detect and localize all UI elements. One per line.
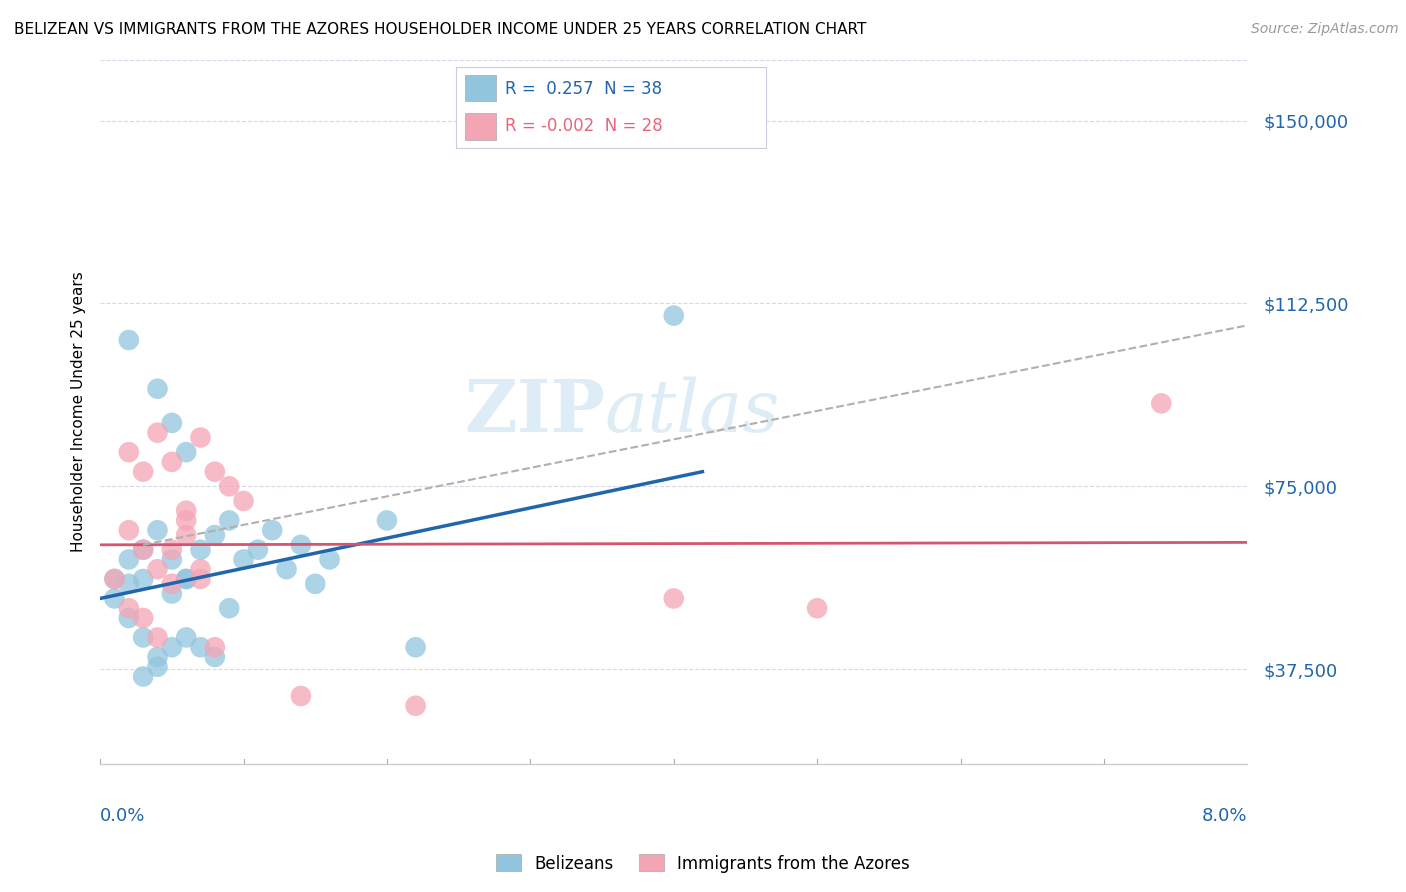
Point bbox=[160, 577, 183, 591]
Point bbox=[118, 601, 141, 615]
Point bbox=[132, 572, 155, 586]
Point bbox=[146, 523, 169, 537]
Point bbox=[204, 465, 226, 479]
Point bbox=[262, 523, 284, 537]
Point bbox=[204, 640, 226, 655]
Point bbox=[218, 601, 240, 615]
Point bbox=[146, 631, 169, 645]
Point bbox=[132, 465, 155, 479]
Legend: Belizeans, Immigrants from the Azores: Belizeans, Immigrants from the Azores bbox=[489, 847, 917, 880]
Point bbox=[118, 523, 141, 537]
Text: Source: ZipAtlas.com: Source: ZipAtlas.com bbox=[1251, 22, 1399, 37]
Point bbox=[174, 572, 197, 586]
Point bbox=[190, 431, 212, 445]
Point bbox=[132, 669, 155, 683]
Point bbox=[405, 698, 427, 713]
Point bbox=[160, 542, 183, 557]
Point bbox=[132, 542, 155, 557]
Y-axis label: Householder Income Under 25 years: Householder Income Under 25 years bbox=[72, 271, 86, 552]
Point bbox=[132, 631, 155, 645]
Point bbox=[405, 640, 427, 655]
Point bbox=[190, 640, 212, 655]
Point bbox=[160, 640, 183, 655]
Text: BELIZEAN VS IMMIGRANTS FROM THE AZORES HOUSEHOLDER INCOME UNDER 25 YEARS CORRELA: BELIZEAN VS IMMIGRANTS FROM THE AZORES H… bbox=[14, 22, 866, 37]
Point bbox=[118, 333, 141, 347]
Point bbox=[118, 577, 141, 591]
Point bbox=[174, 513, 197, 527]
Point bbox=[160, 586, 183, 600]
Point bbox=[375, 513, 398, 527]
Point bbox=[118, 445, 141, 459]
Point bbox=[103, 591, 125, 606]
Point bbox=[174, 504, 197, 518]
Text: atlas: atlas bbox=[605, 376, 780, 447]
Point bbox=[232, 552, 254, 566]
Point bbox=[174, 572, 197, 586]
Point bbox=[146, 382, 169, 396]
Point bbox=[190, 572, 212, 586]
Point bbox=[318, 552, 340, 566]
Point bbox=[290, 538, 312, 552]
Point bbox=[146, 659, 169, 673]
Point bbox=[232, 494, 254, 508]
Point bbox=[160, 416, 183, 430]
Point bbox=[174, 445, 197, 459]
Point bbox=[662, 591, 685, 606]
Point bbox=[662, 309, 685, 323]
Point bbox=[132, 611, 155, 625]
Point bbox=[246, 542, 269, 557]
Point bbox=[160, 552, 183, 566]
Point bbox=[204, 650, 226, 665]
Point bbox=[118, 552, 141, 566]
Point bbox=[103, 572, 125, 586]
Point bbox=[304, 577, 326, 591]
Point bbox=[160, 455, 183, 469]
Text: 8.0%: 8.0% bbox=[1202, 806, 1247, 824]
Point bbox=[174, 631, 197, 645]
Point bbox=[1150, 396, 1173, 410]
Text: ZIP: ZIP bbox=[464, 376, 605, 448]
Point bbox=[290, 689, 312, 703]
Point bbox=[218, 513, 240, 527]
Point bbox=[174, 528, 197, 542]
Point bbox=[218, 479, 240, 493]
Point bbox=[103, 572, 125, 586]
Point bbox=[146, 562, 169, 576]
Point bbox=[118, 611, 141, 625]
Point bbox=[204, 528, 226, 542]
Text: 0.0%: 0.0% bbox=[100, 806, 145, 824]
Point bbox=[132, 542, 155, 557]
Point bbox=[806, 601, 828, 615]
Point bbox=[276, 562, 298, 576]
Point bbox=[190, 562, 212, 576]
Point bbox=[146, 425, 169, 440]
Point bbox=[146, 650, 169, 665]
Point bbox=[190, 542, 212, 557]
